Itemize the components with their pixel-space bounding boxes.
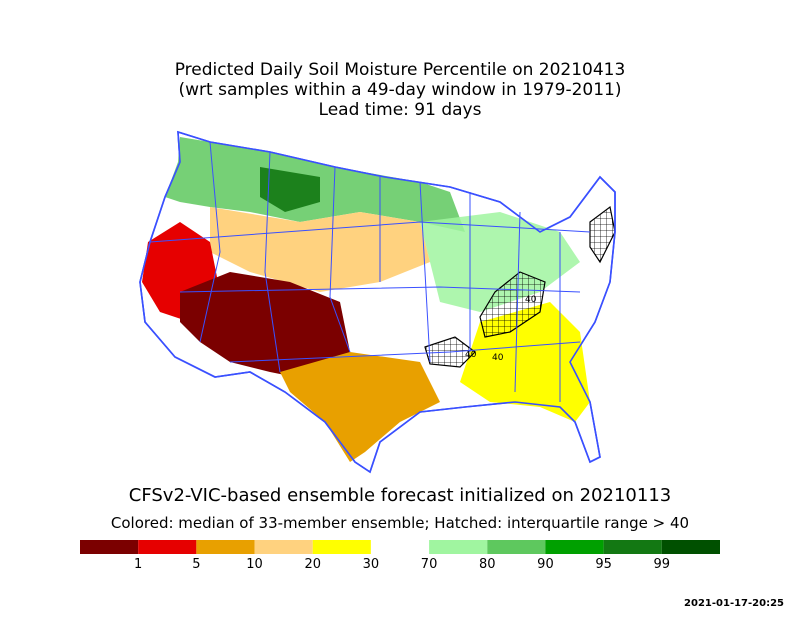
north-dark-region xyxy=(260,167,320,212)
forecast-subtitle: Colored: median of 33-member ensemble; H… xyxy=(110,514,690,532)
title-block: Predicted Daily Soil Moisture Percentile… xyxy=(0,60,800,120)
hatched-zone-ohio-valley xyxy=(479,271,546,338)
colorbar-bin xyxy=(370,540,430,554)
country-outline-stroke xyxy=(139,130,616,474)
forecast-title: CFSv2-VIC-based ensemble forecast initia… xyxy=(128,485,672,506)
colorbar-bin xyxy=(196,540,255,554)
contour-label-3: 40 xyxy=(492,353,504,363)
colorbar-bin xyxy=(138,540,197,554)
colorbar-tick-label: 70 xyxy=(420,557,438,572)
southwest-region xyxy=(180,272,350,382)
colorbar-bin xyxy=(603,540,662,554)
title-line-2: (wrt samples within a 49-day window in 1… xyxy=(178,80,622,100)
timestamp: 2021-01-17-20:25 xyxy=(684,598,784,609)
contour-label-2: 40 xyxy=(465,350,477,360)
colorbar-tick-label: 20 xyxy=(304,557,321,572)
colorbar-tick-label: 90 xyxy=(537,557,554,572)
colorbar-bin xyxy=(487,540,546,554)
state-borders xyxy=(149,141,591,402)
colorbar-bin xyxy=(545,540,604,554)
colorbar-bin xyxy=(429,540,488,554)
colorbar-tick-label: 80 xyxy=(478,557,496,572)
title-line-3: Lead time: 91 days xyxy=(318,100,482,120)
colorbar-bin xyxy=(312,540,371,554)
colorbar-bin xyxy=(80,540,139,554)
colorbar-tick-label: 95 xyxy=(595,557,612,572)
title-line-1: Predicted Daily Soil Moisture Percentile… xyxy=(174,60,626,80)
us-soil-moisture-map: 40 40 40 xyxy=(139,130,616,474)
texas-region xyxy=(280,352,440,462)
hatched-zone-northeast xyxy=(589,205,616,264)
colorbar-tick-label: 5 xyxy=(192,557,201,572)
colorbar-bin xyxy=(254,540,313,554)
colorbar-bin xyxy=(661,540,720,554)
colorbar-tick-label: 99 xyxy=(653,557,671,572)
colorbar xyxy=(80,540,720,554)
colorbar-tick-label: 30 xyxy=(362,557,380,572)
colorbar-tick-label: 1 xyxy=(134,557,143,572)
contour-label: 40 xyxy=(525,295,537,305)
colorbar-tick-label: 10 xyxy=(246,557,263,572)
